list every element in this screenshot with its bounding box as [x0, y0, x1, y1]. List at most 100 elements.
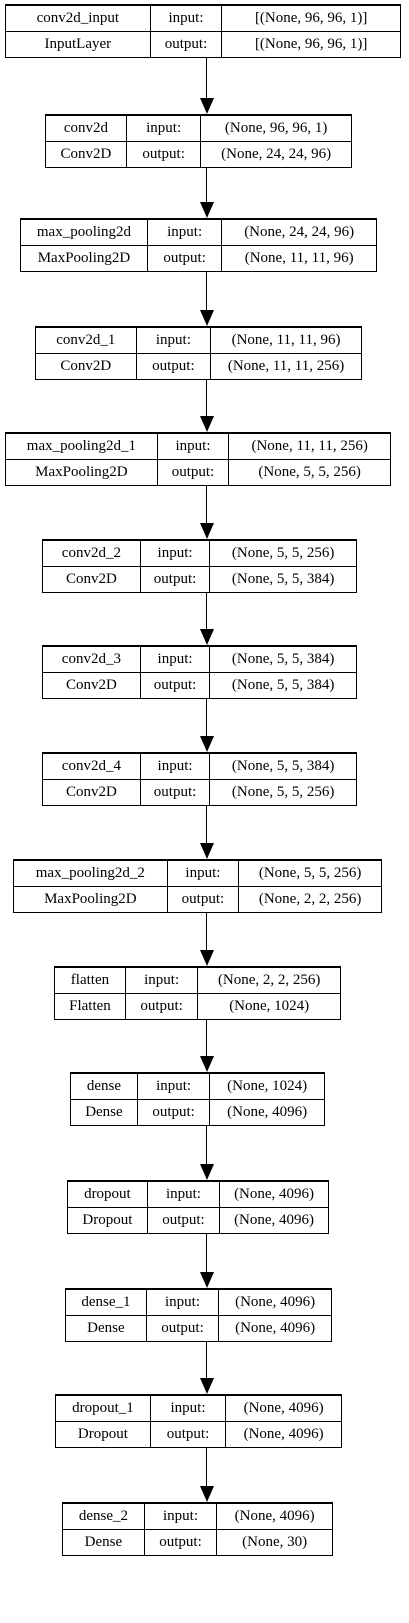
- layer-node: conv2d_2 input: (None, 5, 5, 256) Conv2D out…: [42, 539, 357, 593]
- layer-type: InputLayer: [6, 31, 151, 57]
- layer-node: conv2d_1 input: (None, 11, 11, 96) Conv2D ou…: [35, 326, 362, 380]
- output-label: output:: [146, 245, 223, 271]
- connector-line: [206, 168, 207, 204]
- output-shape: (None, 5, 5, 384): [209, 672, 356, 698]
- output-label: output:: [166, 886, 240, 912]
- layer-type: Conv2D: [43, 672, 141, 698]
- connector-line: [206, 699, 207, 738]
- layer-name: max_pooling2d_2: [14, 859, 168, 888]
- layer-name: dropout_1: [56, 1394, 151, 1423]
- connector-line: [206, 1234, 207, 1274]
- layer-type: Conv2D: [36, 353, 137, 379]
- output-shape: (None, 4096): [219, 1207, 328, 1233]
- input-label: input:: [139, 645, 211, 674]
- connector-line: [206, 1020, 207, 1058]
- output-shape: (None, 5, 5, 384): [209, 566, 356, 592]
- arrow-head-icon: [200, 202, 214, 218]
- layer-node: dropout_1 input: (None, 4096) Dropout output…: [55, 1394, 342, 1448]
- layer-name: conv2d_4: [43, 752, 141, 781]
- layer-name: max_pooling2d: [21, 218, 148, 247]
- input-shape: (None, 96, 96, 1): [200, 114, 351, 143]
- connector-line: [206, 1126, 207, 1166]
- output-shape: (None, 4096): [225, 1421, 341, 1447]
- input-label: input:: [149, 4, 223, 33]
- input-shape: (None, 4096): [216, 1502, 332, 1531]
- input-shape: (None, 4096): [225, 1394, 341, 1423]
- arrow-head-icon: [200, 523, 214, 539]
- arrow-head-icon: [200, 736, 214, 752]
- connector-line: [206, 1448, 207, 1488]
- layer-node: max_pooling2d_1 input: (None, 11, 11, 256)…: [5, 432, 391, 486]
- input-label: input:: [125, 114, 202, 143]
- connector-line: [206, 913, 207, 952]
- layer-node: conv2d_input input: [(None, 96, 96, 1)] Inp…: [5, 4, 401, 58]
- input-shape: (None, 11, 11, 256): [228, 432, 390, 461]
- output-shape: (None, 11, 11, 96): [221, 245, 376, 271]
- layer-node: dense input: (None, 1024) Dense output: (None…: [70, 1072, 325, 1126]
- output-shape: (None, 24, 24, 96): [200, 141, 351, 167]
- input-label: input:: [135, 326, 212, 355]
- input-label: input:: [149, 1394, 227, 1423]
- layer-type: Dropout: [68, 1207, 148, 1233]
- layer-type: Dropout: [56, 1421, 151, 1447]
- layer-node: dropout input: (None, 4096) Dropout output:(…: [67, 1180, 329, 1234]
- layer-name: dense_2: [63, 1502, 145, 1531]
- connector-line: [206, 806, 207, 845]
- layer-node: dense_1 input: (None, 4096) Dense output: (No…: [65, 1288, 332, 1342]
- input-label: input:: [124, 966, 199, 995]
- input-label: input:: [146, 1180, 221, 1209]
- output-shape: (None, 5, 5, 256): [209, 779, 356, 805]
- input-shape: [(None, 96, 96, 1)]: [221, 4, 400, 33]
- layer-name: max_pooling2d_1: [6, 432, 158, 461]
- layer-type: Dense: [66, 1315, 147, 1341]
- connector-line: [206, 58, 207, 100]
- output-label: output:: [146, 1207, 221, 1233]
- output-shape: (None, 30): [216, 1529, 332, 1555]
- layer-type: MaxPooling2D: [14, 886, 168, 912]
- input-label: input:: [143, 1502, 218, 1531]
- input-shape: (None, 4096): [219, 1180, 328, 1209]
- input-label: input:: [136, 1072, 211, 1101]
- arrow-head-icon: [200, 1378, 214, 1394]
- layer-type: Conv2D: [43, 566, 141, 592]
- output-label: output:: [139, 566, 211, 592]
- input-shape: (None, 5, 5, 256): [238, 859, 381, 888]
- output-label: output:: [149, 1421, 227, 1447]
- layer-type: Conv2D: [43, 779, 141, 805]
- layer-type: Dense: [63, 1529, 145, 1555]
- layer-type: Dense: [71, 1099, 138, 1125]
- output-label: output:: [139, 779, 211, 805]
- layer-name: conv2d_1: [36, 326, 137, 355]
- layer-name: conv2d: [46, 114, 127, 143]
- input-shape: (None, 1024): [209, 1072, 324, 1101]
- input-label: input:: [146, 218, 223, 247]
- input-shape: (None, 24, 24, 96): [221, 218, 376, 247]
- arrow-head-icon: [200, 950, 214, 966]
- input-label: input:: [145, 1288, 220, 1317]
- output-shape: (None, 5, 5, 256): [228, 459, 390, 485]
- output-label: output:: [135, 353, 212, 379]
- arrow-head-icon: [200, 629, 214, 645]
- input-shape: (None, 4096): [218, 1288, 331, 1317]
- input-shape: (None, 5, 5, 384): [209, 645, 356, 674]
- layer-type: Conv2D: [46, 141, 127, 167]
- input-shape: (None, 11, 11, 96): [210, 326, 361, 355]
- output-label: output:: [124, 993, 199, 1019]
- connector-line: [206, 593, 207, 631]
- layer-name: dense: [71, 1072, 138, 1101]
- layer-type: MaxPooling2D: [6, 459, 158, 485]
- arrow-head-icon: [200, 310, 214, 326]
- layer-type: Flatten: [55, 993, 126, 1019]
- input-shape: (None, 5, 5, 256): [209, 539, 356, 568]
- input-shape: (None, 2, 2, 256): [197, 966, 340, 995]
- layer-node: flatten input: (None, 2, 2, 256) Flatten out…: [54, 966, 341, 1020]
- output-label: output:: [136, 1099, 211, 1125]
- layer-name: conv2d_3: [43, 645, 141, 674]
- output-shape: (None, 2, 2, 256): [238, 886, 381, 912]
- arrow-head-icon: [200, 1056, 214, 1072]
- arrow-head-icon: [200, 416, 214, 432]
- layer-name: conv2d_input: [6, 4, 151, 33]
- layer-node: dense_2 input: (None, 4096) Dense output: (No…: [62, 1502, 333, 1556]
- layer-node: max_pooling2d_2 input: (None, 5, 5, 256) Ma…: [13, 859, 382, 913]
- arrow-head-icon: [200, 98, 214, 114]
